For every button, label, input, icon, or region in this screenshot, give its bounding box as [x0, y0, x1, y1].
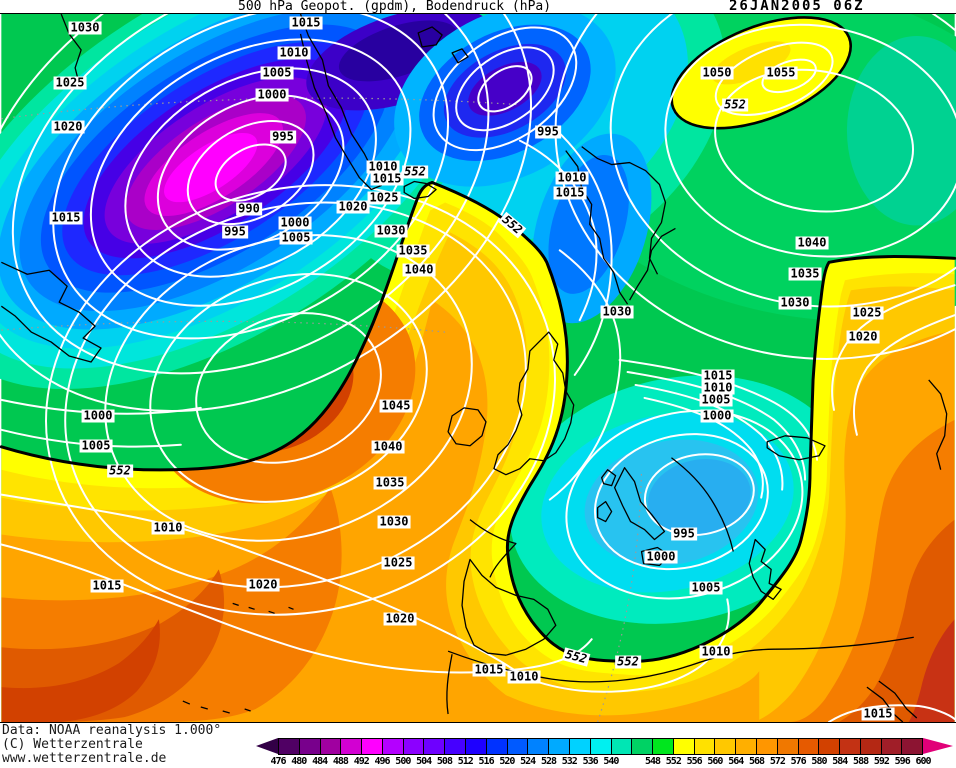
colorbar-cell — [673, 739, 695, 754]
colorbar-cell — [777, 739, 799, 754]
colorbar-right-arrow — [923, 738, 953, 754]
colorbar-cell — [362, 739, 383, 754]
colorbar-tick: 580 — [811, 756, 827, 767]
colorbar-tick: 496 — [374, 756, 391, 767]
map-title: 500 hPa Geopot. (gpdm), Bodendruck (hPa) — [238, 0, 552, 14]
colorbar-tick: 584 — [832, 756, 848, 767]
colorbar-cell — [694, 739, 716, 754]
colorbar-cell — [486, 739, 508, 754]
colorbar-cell — [902, 739, 923, 754]
colorbar-tick: 560 — [707, 756, 723, 767]
colorbar-tick: 500 — [395, 756, 411, 767]
colorbar-tick: 564 — [728, 756, 744, 767]
colorbar-tick: 520 — [499, 756, 515, 767]
colorbar-cell — [445, 739, 467, 754]
colorbar-cell — [756, 739, 778, 754]
colorbar-cell — [860, 739, 882, 754]
mediterranean-low-bands — [509, 375, 850, 624]
colorbar-tick: 524 — [520, 756, 536, 767]
colorbar-cell — [632, 739, 654, 754]
colorbar-tick: 556 — [686, 756, 703, 767]
colorbar-tick: 484 — [312, 756, 328, 767]
colorbar-cell — [466, 739, 487, 754]
colorbar-tick: 528 — [540, 756, 557, 767]
colorbar-cell — [715, 739, 737, 754]
colorbar-tick: 536 — [582, 756, 599, 767]
colorbar-tick: 568 — [749, 756, 765, 767]
colorbar-tick: 476 — [270, 756, 286, 767]
colorbar-cell — [382, 739, 404, 754]
colorbar-cell — [569, 739, 591, 754]
weather-map: 1030 1015 1010 1005 1000 1025 1020 995 1015 990 99… — [0, 13, 956, 723]
colorbar — [278, 738, 923, 755]
colorbar-tick-labels: 476 480 484 488 492 496 500 504 508 512 516 520 524 5… — [270, 756, 938, 768]
data-source-credit: Data: NOAA reanalysis 1.000° — [2, 723, 222, 738]
colorbar-left-arrow — [256, 738, 278, 754]
copyright-credit: (C) Wetterzentrale — [2, 737, 143, 752]
colorbar-cell — [590, 739, 612, 754]
colorbar-tick: 596 — [894, 756, 911, 767]
website-url: www.wetterzentrale.de — [2, 751, 167, 766]
graticule-dotted — [1, 97, 643, 722]
colorbar-tick: 532 — [561, 756, 578, 767]
colorbar-tick: 508 — [436, 756, 453, 767]
colorbar-cell — [549, 739, 570, 754]
colorbar-tick: 512 — [457, 756, 474, 767]
colorbar-tick: 488 — [332, 756, 349, 767]
colorbar-cell — [528, 739, 550, 754]
colorbar-tick: 540 — [603, 756, 619, 767]
title-bar: 500 hPa Geopot. (gpdm), Bodendruck (hPa)… — [0, 0, 956, 14]
colorbar-tick: 492 — [353, 756, 370, 767]
colorbar-cell — [507, 739, 529, 754]
colorbar-cell — [798, 739, 820, 754]
weather-map-canvas — [0, 14, 956, 722]
colorbar-tick: 516 — [478, 756, 495, 767]
colorbar-cell — [653, 739, 674, 754]
colorbar-cell — [403, 739, 425, 754]
colorbar-cell — [881, 739, 903, 754]
footer: Data: NOAA reanalysis 1.000° (C) Wetterz… — [0, 723, 956, 768]
colorbar-tick: 504 — [416, 756, 432, 767]
colorbar-cell — [299, 739, 321, 754]
colorbar-tick: 552 — [665, 756, 682, 767]
colorbar-cell — [840, 739, 861, 754]
colorbar-cell — [736, 739, 757, 754]
colorbar-cell — [279, 739, 300, 754]
colorbar-tick: 592 — [873, 756, 890, 767]
colorbar-cell — [611, 739, 633, 754]
colorbar-cell — [341, 739, 363, 754]
map-datetime: 26JAN2005 06Z — [729, 0, 865, 14]
polar-vortex-bands — [0, 14, 726, 390]
colorbar-cell — [320, 739, 342, 754]
colorbar-cell — [819, 739, 841, 754]
colorbar-tick: 572 — [769, 756, 786, 767]
field-teal-east — [846, 35, 956, 226]
colorbar-tick: 588 — [853, 756, 869, 767]
colorbar-cell — [424, 739, 446, 754]
colorbar-tick: 600 — [915, 756, 931, 767]
colorbar-tick: 480 — [291, 756, 307, 767]
colorbar-tick: 576 — [790, 756, 807, 767]
colorbar-tick: 548 — [644, 756, 661, 767]
